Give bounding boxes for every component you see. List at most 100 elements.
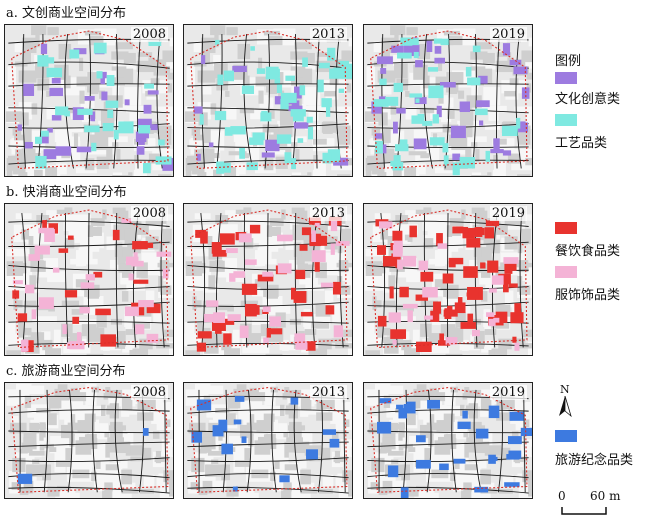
shop-block [232,486,238,492]
shop-block [101,91,108,101]
shop-block [301,227,312,236]
shop-block [322,429,337,435]
shop-block [429,137,445,146]
shop-block [436,105,442,118]
shop-block [291,158,296,170]
shop-block [439,463,449,471]
shop-block [501,125,518,137]
shop-block [214,111,227,121]
shop-block [433,301,441,314]
shop-block [148,41,162,46]
shop-block [439,81,456,88]
shop-block [426,40,433,53]
shop-block [335,241,350,246]
shop-block [241,283,258,295]
shop-block [423,315,433,320]
shop-block [427,67,439,72]
shop-block [133,279,149,284]
shop-block [397,52,412,59]
shop-block [156,251,172,257]
shop-block [404,44,420,57]
shop-block [297,138,304,143]
shop-block [485,220,500,227]
shop-block [284,152,292,164]
shop-block [393,155,401,164]
shop-block [73,48,87,55]
shop-block [476,100,490,108]
shop-block [64,110,70,117]
shop-block [376,56,393,65]
year-label: 2013 [309,385,347,400]
shop-block [452,226,464,234]
shop-block [309,217,321,225]
map-panel-c-3: 2019 [363,382,533,499]
shop-block [442,273,454,284]
shop-block [320,282,334,288]
shop-block [330,220,338,232]
shop-block [463,266,478,278]
shop-block [124,306,139,317]
shop-block [411,115,424,124]
shop-block [276,134,292,144]
shop-block [437,243,447,249]
shop-block [507,436,522,445]
shop-block [24,284,35,294]
shop-block [191,431,203,443]
legend-label-cultural-creative: 文化创意类 [555,92,621,107]
shop-block [399,286,409,298]
shop-block [262,271,274,277]
study-area-boundary [370,387,528,493]
shop-block [274,77,281,84]
shop-block [502,150,512,156]
legend-swatch-food-beverage [555,222,577,234]
shop-block [492,456,498,461]
shop-block [158,139,165,146]
shop-block [55,106,69,116]
shop-block [40,130,49,137]
shop-block [31,309,37,320]
shop-block [51,77,61,84]
shop-block [133,252,138,263]
shop-block [137,118,152,129]
shop-block [125,256,139,266]
shop-block [215,39,220,45]
shop-block [241,85,255,94]
shop-block [249,137,264,145]
shop-block [442,143,449,153]
shop-block [510,312,524,324]
shop-block [450,125,466,139]
shop-block [316,235,328,246]
shop-block [382,256,397,267]
shop-block [466,238,481,248]
shop-block [333,325,344,338]
shop-block [41,246,48,252]
shop-block [12,280,23,285]
study-area-boundary [370,209,528,349]
shop-block [393,240,403,254]
shop-block [96,71,103,79]
shop-block [38,297,54,309]
shop-block [409,93,423,98]
shop-block [329,68,344,79]
shop-block [223,70,235,82]
shop-block [415,294,429,301]
road-network [8,389,170,494]
shop-block [208,142,214,148]
shop-block [388,312,401,323]
shop-block [28,254,40,261]
shop-block [416,341,432,353]
shop-block [400,487,409,498]
shop-block [448,260,456,268]
shop-block [373,99,389,107]
shop-block [493,138,500,151]
shop-block [135,324,145,335]
shop-block [488,454,496,464]
study-area-boundary [370,30,528,170]
shop-block [93,42,107,54]
legend-swatch-souvenirs [555,430,577,442]
shop-block [509,59,522,66]
shop-block [24,141,33,149]
shop-block [420,271,434,282]
section-title-a: a. 文创商业空间分布 [6,6,127,21]
shop-block [341,66,352,79]
